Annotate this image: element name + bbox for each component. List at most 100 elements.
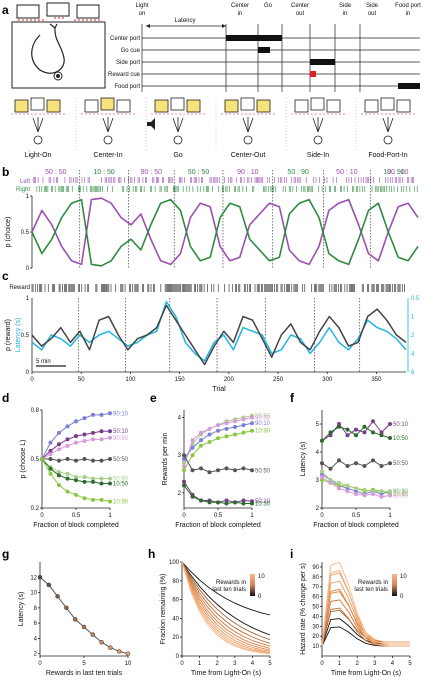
center-port [46, 2, 70, 17]
data-point [55, 594, 60, 599]
data-point [337, 458, 341, 463]
data-point [182, 453, 186, 458]
data-point [362, 430, 367, 435]
food-port-icon [103, 135, 113, 145]
series-label: 90:50 [113, 436, 129, 442]
y-tick-label: 2 [34, 652, 38, 658]
series-label: 50:50 [393, 461, 409, 467]
panel-label-h: h [148, 547, 155, 561]
panel-f-plot: 2 3 4 5 0 0.5 1 Fraction of block completed Late… [300, 410, 409, 529]
data-point [379, 464, 384, 468]
data-point [241, 501, 246, 506]
port-icon [170, 97, 185, 111]
series-label: 50:90 [393, 489, 409, 495]
reward-cue-block [310, 71, 316, 77]
data-point [224, 421, 229, 426]
data-point [345, 427, 350, 432]
x-tick-label: 0.5 [352, 513, 361, 519]
data-point [388, 422, 392, 426]
series-label: 50:90 [113, 477, 129, 483]
event-timeline: Light on Latency Center in Go Center out Side in S… [108, 3, 421, 92]
data-point [345, 489, 350, 494]
legend-title: Rewards in [358, 580, 388, 586]
data-point [328, 433, 333, 438]
data-point [241, 417, 246, 422]
data-point [337, 424, 341, 429]
data-point [46, 582, 52, 588]
series-label: 50:10 [255, 499, 271, 505]
data-point [82, 416, 87, 421]
y-tick-label: 3 [178, 453, 182, 459]
data-point [216, 436, 220, 441]
y-tick-label: 80 [172, 579, 179, 585]
legend-tick-label: 0 [400, 594, 404, 600]
hazard-curve [321, 561, 410, 647]
data-point [37, 575, 43, 580]
task-step-label: Food-Port-In [368, 152, 407, 159]
y-axis-label: p (choice) [5, 217, 12, 248]
x-tick-label: 1 [198, 661, 202, 667]
series-label: 90:10 [255, 421, 271, 427]
data-point [241, 430, 246, 435]
port-icon [30, 97, 45, 111]
series-label: 10:50 [113, 482, 129, 488]
panel-e-plot: 2 3 4 0 0.5 1 Fraction of block completed Rewar… [162, 410, 271, 529]
data-point [379, 433, 384, 438]
y-tick-label: 0.5 [21, 230, 30, 236]
panel-b-choice-plot: 50 : 50 10 : 50 90 : 50 50 : 50 90 : 10 50 : … [5, 169, 419, 272]
y-tick-label: 0 [176, 654, 180, 660]
panel-label-f: f [290, 391, 295, 405]
data-point [125, 651, 131, 656]
data-point [233, 424, 237, 429]
data-point [108, 499, 112, 504]
data-point [91, 430, 95, 435]
left-label: Left [20, 179, 30, 185]
data-point [64, 605, 69, 611]
data-point [207, 500, 212, 505]
data-point [91, 458, 95, 463]
y-tick-label: 80 [312, 575, 319, 581]
y-tick-label: 2 [178, 491, 182, 497]
x-tick-label: 0 [320, 661, 324, 667]
data-point [345, 486, 350, 491]
data-point [99, 412, 104, 417]
event-label-latency: Latency [174, 18, 195, 24]
arrow-icon [102, 117, 114, 133]
data-point [190, 468, 195, 473]
data-point [199, 430, 203, 435]
x-tick-label: 0 [40, 513, 44, 519]
right-label: Right [16, 187, 30, 193]
data-point [250, 428, 254, 433]
x-tick-label: 50 [78, 377, 85, 383]
y-axis-label: Latency (s) [18, 592, 25, 627]
survival-curve [181, 561, 271, 654]
y-tick-label: 10 [30, 591, 37, 597]
data-point [108, 476, 112, 481]
data-point [108, 411, 112, 416]
y-tick-label: 4 [316, 450, 320, 456]
data-point [90, 632, 96, 637]
hazard-curve [321, 570, 410, 647]
block-label: 50 : 50 [188, 169, 210, 176]
data-point [216, 500, 220, 505]
x-axis-label: Fraction of block completed [33, 522, 119, 529]
y-tick-label: 8 [34, 606, 38, 612]
x-tick-label: 1 [338, 661, 342, 667]
data-point [48, 452, 53, 457]
y-tick-label-right: 8 [411, 370, 415, 376]
data-point [190, 438, 195, 443]
data-point [199, 443, 203, 448]
food-port [53, 71, 63, 81]
data-point [74, 419, 78, 424]
series-label: 50:90 [255, 414, 271, 420]
event-label: on [139, 11, 146, 17]
data-point [224, 466, 229, 471]
legend-tick-label: 10 [258, 574, 265, 580]
data-point [241, 498, 246, 503]
series-label: 90:50 [393, 493, 409, 499]
arrow-icon [172, 117, 184, 133]
y-tick-label-left: 0 [26, 370, 30, 376]
data-point [216, 423, 220, 428]
port-icon [294, 99, 309, 113]
